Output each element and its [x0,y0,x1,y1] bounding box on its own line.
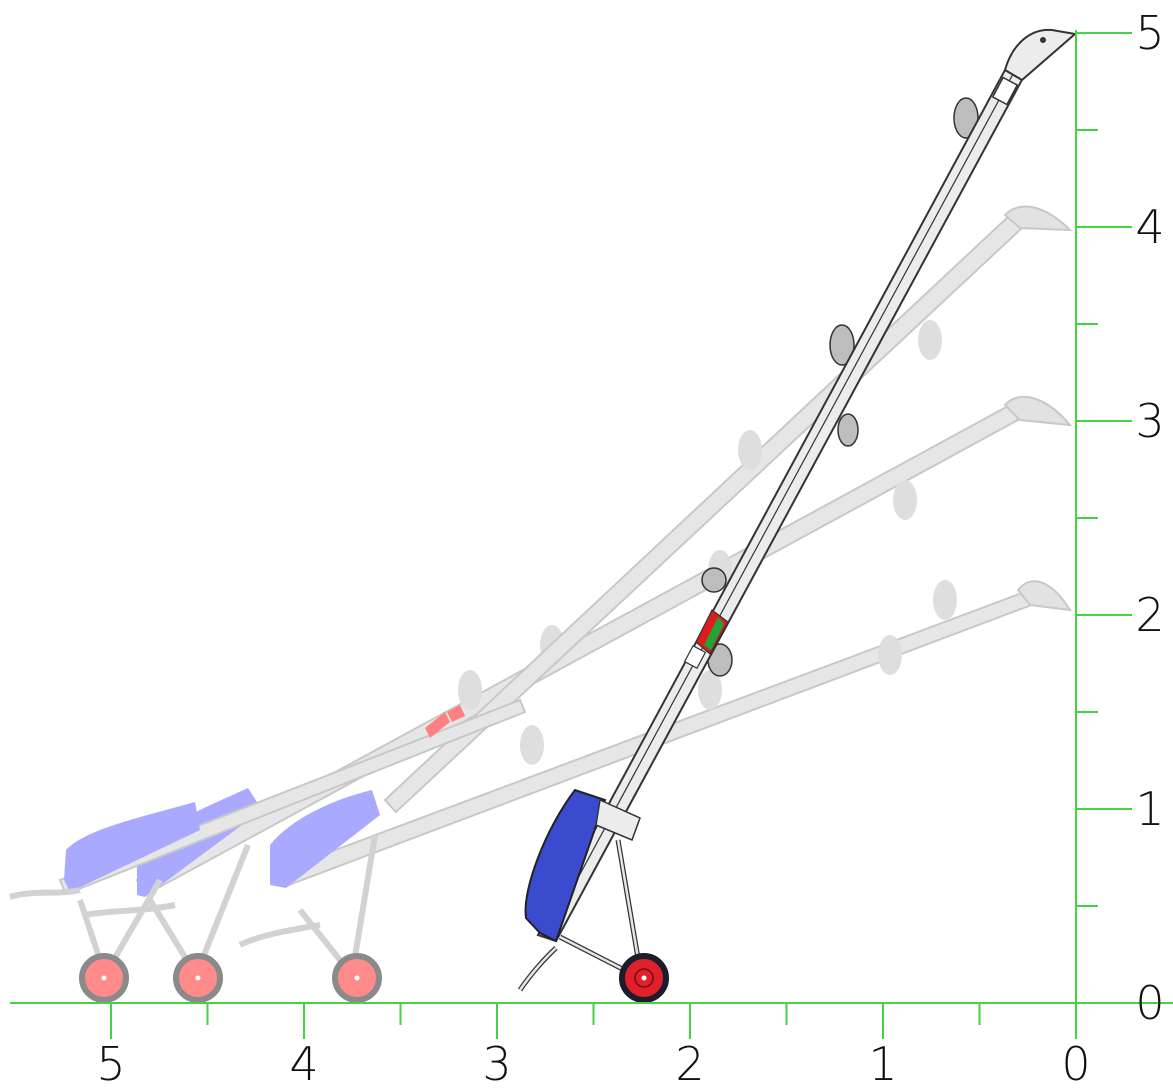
conveyor-ghost-2m [238,580,1072,1003]
conveyor-ghost-3m [135,395,1073,1003]
x-tick-label: 1 [868,1037,897,1088]
y-tick-label: 2 [1135,588,1164,642]
frame-leg [349,834,378,976]
wheel-hub [641,975,647,981]
x-tick-label: 4 [289,1037,318,1088]
frame-leg-inner [616,839,642,971]
wheel-hub [195,975,201,981]
spout-pivot [1040,37,1046,43]
y-tick-label: 1 [1135,782,1164,836]
hopper [64,802,200,892]
y-ticks: 0 1 2 3 4 5 [1076,6,1165,1030]
frame-leg [193,843,251,977]
discharge-spout [1003,28,1078,82]
x-tick-label: 0 [1061,1037,1090,1088]
x-tick-label: 2 [675,1037,704,1088]
discharge-spout [1003,395,1073,427]
hopper [524,788,607,943]
warning-stripe [425,712,450,738]
y-tick-label: 3 [1135,394,1164,448]
auger-flight [933,580,957,620]
auger-flight [878,635,902,675]
discharge-spout [1003,205,1073,232]
motor-bracket [595,798,641,841]
label-plate [683,644,707,670]
tow-hitch [238,922,321,948]
auger-flight [701,567,727,593]
auger-flight [698,670,722,710]
tube-seam [545,73,1014,938]
axle-arm [84,902,176,918]
y-tick-label: 5 [1135,6,1164,60]
discharge-spout [1016,580,1072,612]
hopper [270,790,380,888]
tow-hitch [9,887,81,900]
auger-flight [520,725,544,765]
y-tick-label: 0 [1135,976,1164,1030]
auger-flight [837,413,859,447]
tow-hitch-inner [518,947,557,991]
wheel-rim [634,968,654,988]
conveyor-active-5m [517,28,1078,1003]
warning-plate-green [704,617,724,650]
wheel-hub [101,975,107,981]
auger-flight [829,324,855,366]
x-ticks: 5 4 3 2 1 0 [96,1003,1091,1088]
auger-flight [893,480,917,520]
auger-flight [458,670,482,710]
auger-flight [738,430,762,470]
warning-stripe [447,705,465,722]
belt-guard [991,76,1019,106]
x-tick-label: 5 [96,1037,125,1088]
axes: 5 4 3 2 1 0 0 1 2 3 4 5 [10,6,1173,1088]
auger-flight [918,320,942,360]
wheel-hub [354,975,360,981]
y-tick-label: 4 [1135,200,1164,254]
x-tick-label: 3 [482,1037,511,1088]
